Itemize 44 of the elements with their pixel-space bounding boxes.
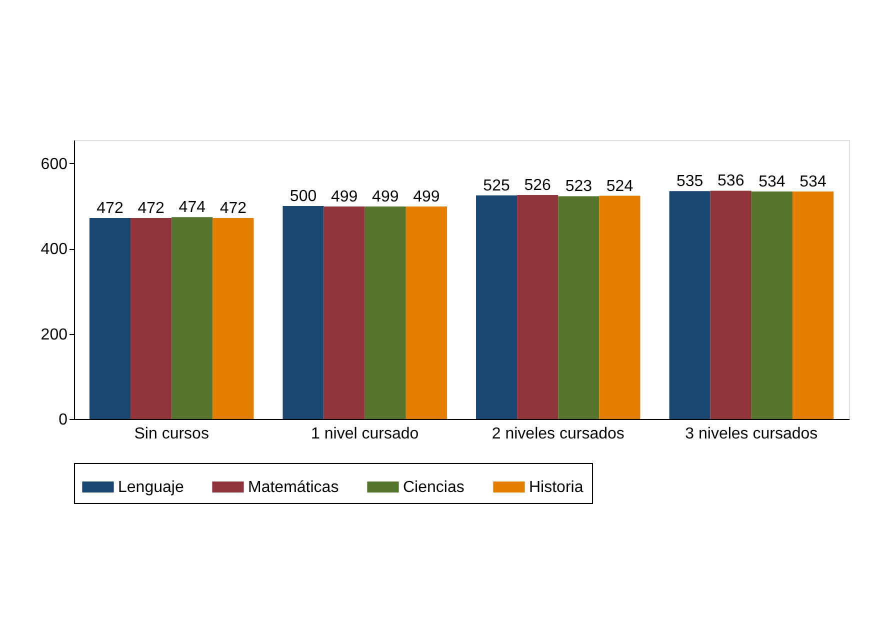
bar xyxy=(792,192,834,419)
bar xyxy=(517,194,558,419)
legend-label: Matemáticas xyxy=(248,479,339,496)
data-label: 499 xyxy=(413,188,440,206)
data-label: 499 xyxy=(330,188,358,206)
legend-label: Ciencias xyxy=(403,479,464,496)
legend-label: Lenguaje xyxy=(118,479,184,496)
bar xyxy=(364,206,406,419)
bar xyxy=(89,218,131,419)
x-tick-label: 3 niveles cursados xyxy=(685,426,818,442)
bar xyxy=(172,217,213,419)
y-tick-label: 400 xyxy=(40,241,68,258)
bar xyxy=(669,191,710,419)
legend-label: Historia xyxy=(529,479,584,496)
y-tick-label: 0 xyxy=(58,412,68,428)
bar xyxy=(751,192,792,419)
bar xyxy=(212,218,254,419)
bar xyxy=(558,196,600,419)
x-tick-label: 1 nivel cursado xyxy=(311,426,419,442)
data-label: 526 xyxy=(524,176,552,194)
data-label: 524 xyxy=(606,178,634,195)
data-label: 536 xyxy=(718,172,744,190)
bar xyxy=(710,190,752,419)
bar xyxy=(324,206,365,419)
x-tick-label: Sin cursos xyxy=(134,426,209,442)
data-label: 534 xyxy=(800,174,826,191)
bar xyxy=(406,206,448,419)
bar xyxy=(599,196,640,419)
y-tick-label: 600 xyxy=(40,156,68,173)
x-tick-label: 2 niveles cursados xyxy=(492,426,624,442)
data-label: 525 xyxy=(483,177,510,194)
bar xyxy=(476,195,518,419)
data-label: 499 xyxy=(372,188,399,206)
bar xyxy=(282,206,324,419)
data-label: 500 xyxy=(290,188,317,206)
data-label: 472 xyxy=(138,200,165,217)
data-label: 535 xyxy=(676,173,704,190)
data-label: 474 xyxy=(178,199,206,216)
data-label: 472 xyxy=(220,200,247,217)
bar xyxy=(130,218,172,419)
y-tick-label: 200 xyxy=(40,326,68,344)
data-label: 534 xyxy=(758,174,786,191)
data-label: 523 xyxy=(565,178,592,196)
data-label: 472 xyxy=(96,200,124,217)
